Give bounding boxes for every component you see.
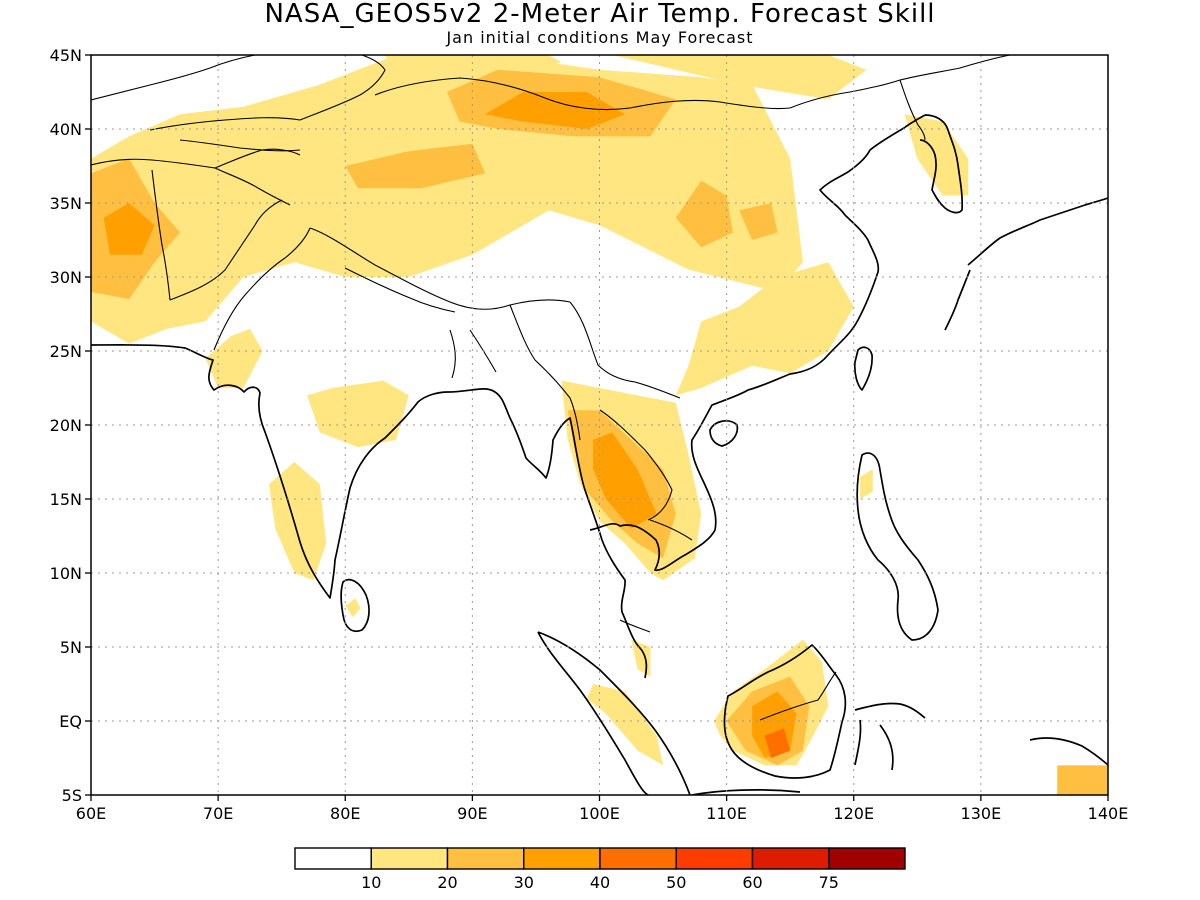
border-myanmar [509,304,581,441]
border-india-bangladesh [449,329,497,379]
skill-region-qinghai-core [675,180,733,248]
colorbar-swatch [828,847,906,870]
border-borneo-internal [759,671,837,721]
skill-shading [91,55,1108,795]
lon-tick-label: 140E [1088,804,1129,823]
skill-region-new-guinea [1057,765,1108,795]
coastline-indochina [589,389,749,571]
skill-region-malay-sumatra [586,684,664,766]
lon-tick-label: 60E [76,804,106,823]
lat-tick-label: 40N [50,120,82,139]
colorbar-label: 40 [590,873,610,892]
border-turkmenistan [91,158,216,169]
skill-region-indochina-high [593,432,657,529]
map-subtitle: Jan initial conditions May Forecast [446,28,754,47]
lon-tick-label: 80E [330,804,360,823]
colorbar-label: 75 [819,873,839,892]
colorbar-swatch [599,847,677,870]
colorbar-label: 60 [742,873,762,892]
country-borders [91,55,1011,721]
colorbar-swatch [294,847,372,870]
coastline-new-guinea [1029,737,1108,766]
border-afghanistan-pakistan [169,199,283,301]
border-nepal [344,267,456,313]
coastline-taiwan [853,346,873,391]
lat-tick-label: 15N [50,490,82,509]
coastline-philippines [856,452,939,641]
skill-region-borneo-peak [764,728,791,758]
colorbar-label: 10 [361,873,381,892]
gridlines [91,55,1108,795]
lat-tick-label: 5S [62,786,82,805]
border-iran-afghanistan [151,169,171,301]
coastline-sri-lanka [340,578,370,633]
colorbar-swatch [446,847,525,870]
border-kazakh-north [91,55,256,101]
skill-region-thar-gujarat [205,328,263,388]
coastline-borneo [723,644,847,779]
coastline-sumatra [537,631,691,795]
lat-tick-label: 45N [50,46,82,65]
skill-region-tarim-core [345,143,486,189]
colorbar-swatch [370,847,449,870]
skill-region-korea [904,114,969,196]
skill-region-malaya-east [631,639,651,677]
axis-ticks: 60E 70E 80E 90E 100E 110E 120E 130E 140E 45N 40N 35… [50,46,1129,823]
border-afghan-north [214,167,291,206]
border-kazakh-kyrgyz-uzbek [149,117,301,152]
lon-tick-label: 100E [579,804,620,823]
color-legend: 10 20 30 40 50 60 75 [294,847,906,892]
border-china-laos-vietnam [569,301,681,399]
coastline-bay-of-bengal [447,388,648,679]
border-cambodia-vietnam [649,519,693,541]
border-malaysia-thailand [619,619,651,633]
border-kazakh-china [299,55,386,121]
skill-region-south-china [675,262,854,396]
colorbar-label: 20 [437,873,457,892]
lat-tick-label: 20N [50,416,82,435]
coastline-china [747,114,926,391]
border-china-korea [899,79,926,141]
lat-tick-label: 35N [50,194,82,213]
colorbar-swatch [751,847,830,870]
skill-region-sichuan-core [739,203,778,240]
map-title: NASA_GEOS5v2 2-Meter Air Temp. Forecast … [264,0,936,29]
colorbar-label: 50 [666,873,686,892]
border-india-china [309,227,571,310]
skill-region-mongolia [612,55,867,100]
border-thailand-laos [599,409,673,521]
border-india-pakistan [213,227,311,351]
skill-region-mongolia-high [485,92,625,129]
border-china-mongolia [374,77,791,111]
lon-tick-label: 120E [833,804,874,823]
coastline-iran [91,344,449,599]
skill-region-deccan [269,462,327,581]
colorbar-swatch [675,847,754,870]
coastline-korea [919,114,964,214]
colorbar-swatch [523,847,601,870]
coastline-japan [944,197,1108,331]
skill-region-sri-lanka [345,598,361,618]
lat-tick-label: EQ [59,712,82,731]
lat-tick-label: 5N [60,638,82,657]
lon-tick-label: 90E [457,804,487,823]
skill-region-central-india [307,380,409,448]
border-tajikistan [214,148,301,169]
lon-tick-label: 70E [203,804,233,823]
lat-tick-label: 25N [50,342,82,361]
coastline-hainan [709,420,739,447]
lon-tick-label: 130E [961,804,1002,823]
colorbar-label: 30 [514,873,534,892]
lon-tick-label: 110E [706,804,747,823]
lat-tick-label: 30N [50,268,82,287]
lat-tick-label: 10N [50,564,82,583]
skill-region-luzon [860,469,873,499]
skill-region-iran-high [103,203,155,255]
coastline-sulawesi [854,702,926,771]
coastline-java [691,789,801,795]
